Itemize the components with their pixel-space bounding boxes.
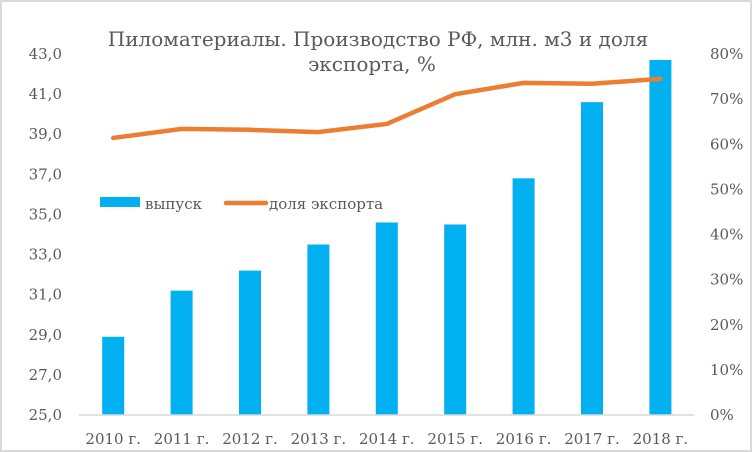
left-tick-label: 39,0 — [29, 125, 62, 143]
x-tick-label: 2014 г. — [359, 430, 415, 448]
bar — [649, 60, 672, 416]
right-tick-label: 10% — [710, 361, 743, 379]
x-tick-label: 2015 г. — [427, 430, 483, 448]
left-tick-label: 35,0 — [29, 205, 62, 223]
bar — [170, 290, 193, 415]
legend-label-export-share: доля экспорта — [269, 195, 383, 213]
x-tick-label: 2017 г. — [564, 430, 620, 448]
export-share-line — [110, 76, 663, 141]
chart-title-line-1: Пиломатериалы. Производство РФ, млн. м3 … — [108, 27, 648, 51]
x-tick-label: 2013 г. — [291, 430, 347, 448]
bar-series — [102, 60, 672, 416]
left-tick-label: 27,0 — [29, 366, 62, 384]
right-tick-label: 50% — [710, 180, 743, 198]
legend-label-output: выпуск — [145, 195, 203, 213]
x-tick-label: 2010 г. — [85, 430, 141, 448]
x-tick-label: 2016 г. — [496, 430, 552, 448]
x-tick-label: 2012 г. — [222, 430, 278, 448]
right-tick-label: 80% — [710, 45, 743, 63]
right-tick-label: 30% — [710, 271, 743, 289]
bar — [307, 244, 330, 415]
chart-title: Пиломатериалы. Производство РФ, млн. м3 … — [108, 27, 648, 76]
right-tick-label: 60% — [710, 135, 743, 153]
x-tick-label: 2018 г. — [633, 430, 689, 448]
bar — [239, 270, 261, 415]
left-tick-label: 43,0 — [29, 45, 62, 63]
right-tick-label: 40% — [710, 226, 743, 244]
legend-swatch-output — [100, 197, 140, 207]
legend: выпуск доля экспорта — [100, 195, 383, 213]
left-tick-label: 29,0 — [29, 326, 62, 344]
left-tick-label: 31,0 — [29, 286, 62, 304]
bar — [512, 178, 535, 415]
bar — [375, 222, 398, 415]
x-axis: 2010 г. 2011 г. 2012 г. 2013 г. 2014 г. 2015 … — [85, 430, 688, 448]
right-axis: 0% 10% 20% 30% 40% 50% 60% 70% 80% — [710, 45, 743, 424]
left-axis: 25,0 27,0 29,0 31,0 33,0 35,0 37,0 39,0 41,0 43,0 — [29, 45, 62, 424]
left-tick-label: 41,0 — [29, 85, 62, 103]
x-tick-label: 2011 г. — [154, 430, 210, 448]
right-tick-label: 0% — [710, 406, 734, 424]
left-tick-label: 37,0 — [29, 165, 62, 183]
right-tick-label: 20% — [710, 316, 743, 334]
right-tick-label: 70% — [710, 90, 743, 108]
bar — [581, 102, 603, 415]
left-tick-label: 25,0 — [29, 406, 62, 424]
bar — [444, 224, 467, 415]
chart-title-line-2: экспорта, % — [308, 52, 436, 76]
bar — [102, 336, 125, 415]
left-tick-label: 33,0 — [29, 246, 62, 264]
